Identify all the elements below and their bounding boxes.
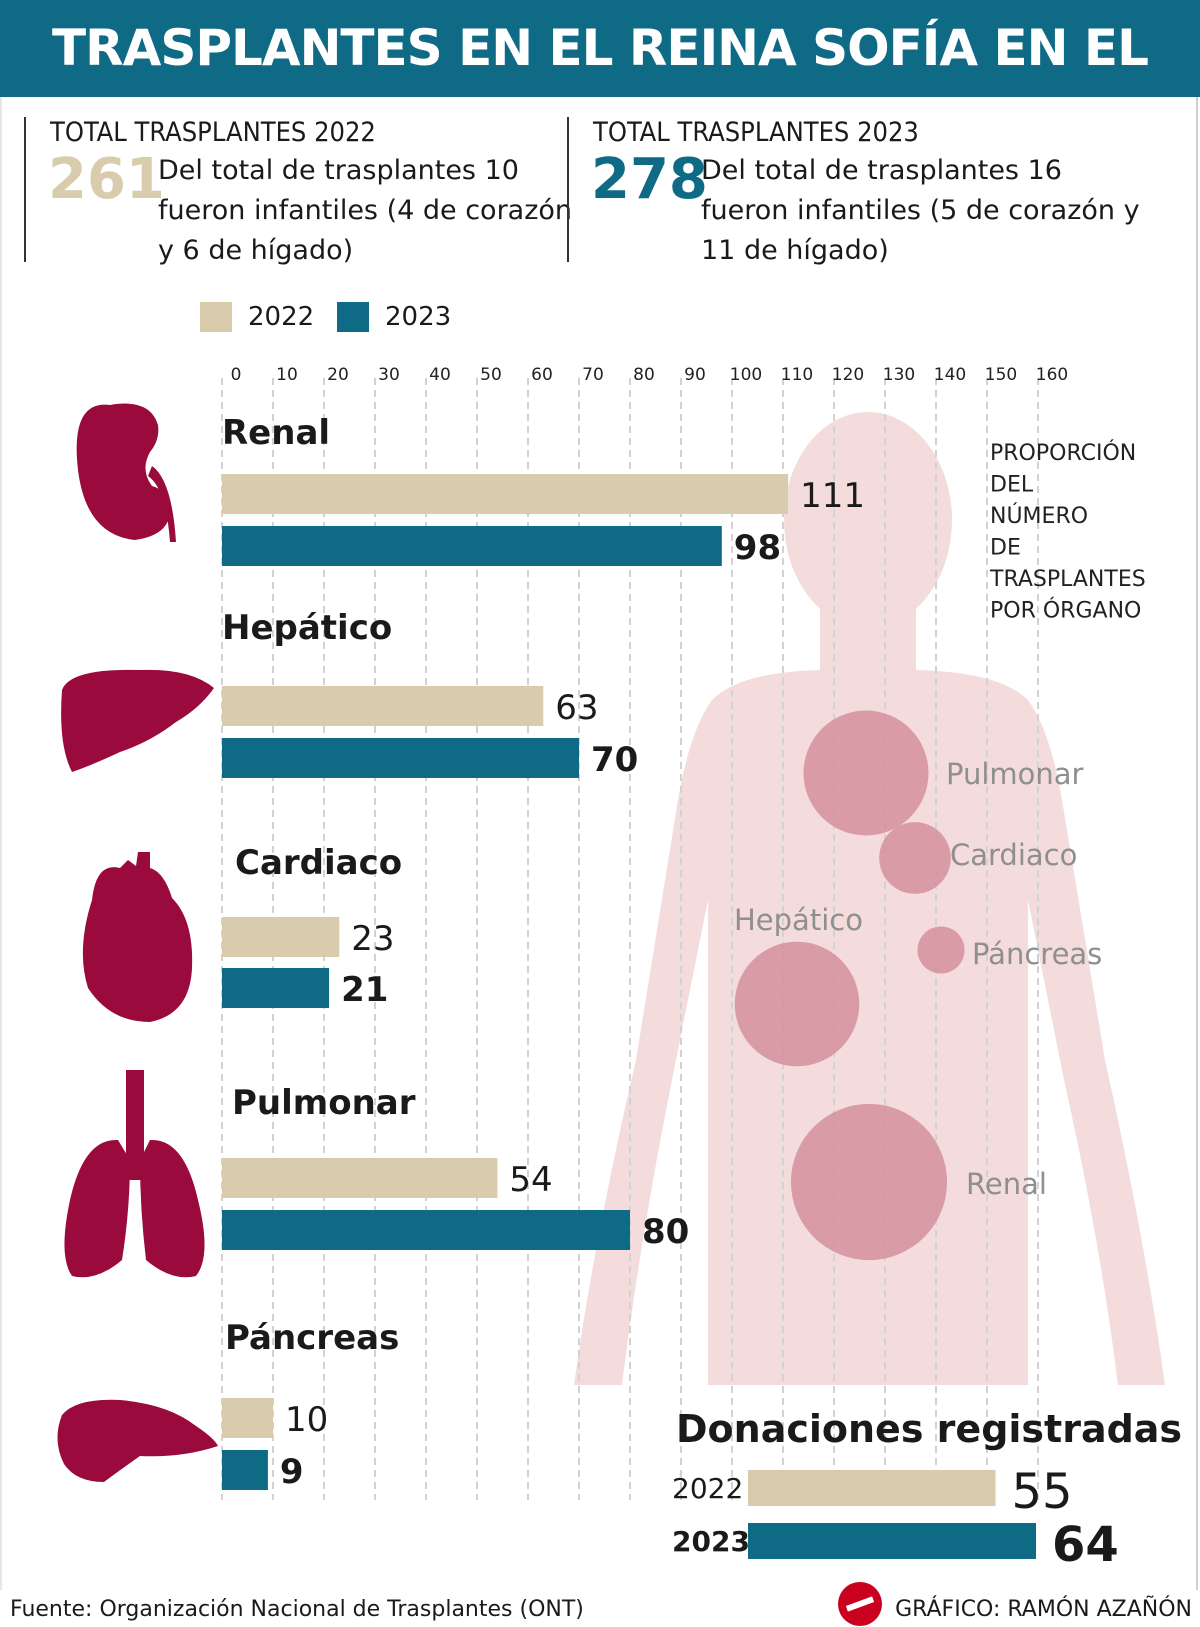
data-label: 23 [351,919,394,959]
bubble-label: Pulmonar [946,757,1084,791]
bubble-pulmonar [803,710,929,836]
category-label-páncreas: Páncreas [225,1318,399,1358]
bubble-title-line: DEL [990,473,1034,498]
donations-bar-2022 [748,1470,996,1506]
kidney-icon [76,403,176,542]
x-tick-label: 150 [985,365,1017,385]
data-label: 9 [280,1452,304,1492]
data-label: 70 [591,740,638,780]
data-label: 10 [285,1400,328,1440]
page-title: TRASPLANTES EN EL REINA SOFÍA EN EL 2023 [52,19,1149,174]
bubble-title-line: PROPORCIÓN [990,440,1136,466]
bubble-hepático [734,941,860,1067]
bubble-renal [790,1103,948,1261]
bubble-title-line: TRASPLANTES [989,567,1146,592]
legend-swatch-2023 [337,302,369,332]
source-note: Fuente: Organización Nacional de Traspla… [10,1597,584,1622]
data-label: 21 [341,970,388,1010]
legend-label-2022: 2022 [248,302,315,332]
x-tick-label: 40 [429,365,451,385]
x-tick-label: 10 [276,365,298,385]
bubble-label: Páncreas [972,937,1102,971]
bar-renal-2022 [222,474,789,514]
x-tick-label: 100 [730,365,762,385]
totals-2023-value: 278 [591,147,708,212]
bubble-chart: Pulmonar Cardiaco Hepático Páncreas Renal [734,710,1102,1261]
category-label-renal: Renal [222,413,330,453]
data-label: 63 [555,688,598,728]
x-tick-label: 130 [883,365,915,385]
bubble-label: Cardiaco [950,838,1077,872]
bar-cardiaco-2022 [222,917,340,957]
totals-2023-label: TOTAL TRASPLANTES 2023 [593,117,919,148]
bubble-chart-title: PROPORCIÓN DEL NÚMERO DE TRASPLANTES POR ÓRGA… [989,440,1146,624]
bubble-cardiaco [879,822,951,894]
x-tick-label: 80 [633,365,655,385]
totals-2022-value: 261 [48,147,165,212]
bar-chart: Renal 111 98 Hepático 63 70 Cardiaco 23 21 Pulmon… [222,413,865,1492]
body-silhouette [574,412,1165,1385]
donations-year-label: 2023 [672,1525,750,1558]
x-tick-label: 70 [582,365,604,385]
publisher-logo [838,1582,882,1626]
totals-2022-label: TOTAL TRASPLANTES 2022 [50,117,376,148]
bubble-title-line: DE [990,536,1021,561]
bar-páncreas-2023 [222,1450,268,1490]
x-tick-label: 110 [781,365,813,385]
bar-páncreas-2022 [222,1398,273,1438]
x-tick-label: 60 [531,365,553,385]
data-label: 54 [509,1160,552,1200]
bubble-label: Renal [966,1167,1047,1201]
donations-bar-2023 [748,1523,1036,1559]
category-label-hepático: Hepático [222,608,392,648]
data-label: 111 [800,476,865,516]
data-label: 80 [642,1212,689,1252]
totals-2023: TOTAL TRASPLANTES 2023 278 Del total de … [567,117,1169,266]
x-tick-label: 0 [231,365,242,385]
legend-swatch-2022 [200,302,232,332]
category-label-pulmonar: Pulmonar [232,1083,416,1123]
bubble-title-line: NÚMERO [990,503,1088,529]
x-tick-label: 30 [378,365,400,385]
bubble-label: Hepático [734,903,863,937]
data-label: 98 [734,528,781,568]
liver-icon [61,669,214,772]
donations-value: 64 [1052,1517,1119,1573]
bubble-páncreas [917,926,965,974]
legend-label-2023: 2023 [385,302,452,332]
x-tick-label: 160 [1036,365,1068,385]
pancreas-icon [57,1399,218,1482]
x-tick-label: 90 [684,365,706,385]
bar-renal-2023 [222,526,722,566]
graphic-credit: GRÁFICO: RAMÓN AZAÑÓN [895,1597,1192,1622]
x-tick-label: 50 [480,365,502,385]
bar-pulmonar-2022 [222,1158,498,1198]
totals-2022: TOTAL TRASPLANTES 2022 261 Del total de … [24,117,572,266]
bar-hepático-2022 [222,686,544,726]
bar-pulmonar-2023 [222,1210,630,1250]
totals-2022-description: Del total de trasplantes 10 fueron infan… [158,155,573,266]
organ-icons [57,403,218,1482]
heart-icon [82,852,193,1022]
donations-title: Donaciones registradas [676,1407,1182,1451]
header-banner: TRASPLANTES EN EL REINA SOFÍA EN EL 2023 [0,0,1200,174]
category-label-cardiaco: Cardiaco [235,843,402,883]
x-axis-ticks: 0 10 20 30 40 50 60 70 80 90 100 110 120 130 140 150 160 [231,365,1069,385]
donations-value: 55 [1012,1464,1073,1520]
lungs-icon [64,1070,205,1278]
x-tick-label: 140 [934,365,966,385]
x-tick-label: 20 [327,365,349,385]
donations-year-label: 2022 [672,1472,743,1505]
bar-cardiaco-2023 [222,968,330,1008]
infographic-frame [0,0,1198,1590]
donations-chart: Donaciones registradas 2022 55 2023 64 [672,1407,1182,1573]
bubble-title-line: POR ÓRGANO [990,598,1141,624]
totals-2023-description: Del total de trasplantes 16 fueron infan… [701,155,1140,266]
bar-hepático-2023 [222,738,579,778]
x-tick-label: 120 [832,365,864,385]
